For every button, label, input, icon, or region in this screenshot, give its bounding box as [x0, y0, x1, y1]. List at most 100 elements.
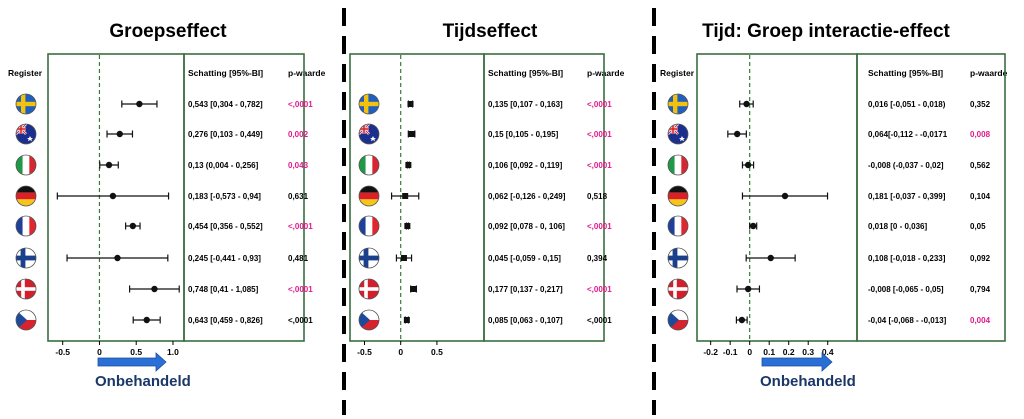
sweden-flag-icon [15, 93, 37, 115]
germany-flag-icon [667, 185, 689, 207]
table-frame [183, 53, 305, 342]
point-estimate [116, 130, 123, 138]
p-value-text: 0,481 [288, 254, 309, 263]
finland-flag-icon [358, 247, 380, 269]
x-tick-label: 0.4 [822, 347, 834, 357]
denmark-flag-icon [358, 278, 380, 300]
sweden-flag-icon [667, 93, 689, 115]
czech-republic-flag-icon [358, 309, 380, 331]
estimate-text: 0,748 [0,41 - 1,085] [188, 285, 259, 294]
estimate-text: -0,008 (-0,037 - 0,02] [868, 161, 944, 170]
point-estimate [136, 100, 143, 108]
p-value-text: <,0001 [288, 100, 313, 109]
x-tick-label: -0.1 [723, 347, 738, 357]
plot-frame [696, 53, 858, 342]
finland-flag-icon [667, 247, 689, 269]
p-value-text: <,0001 [587, 222, 612, 231]
p-value-text: <,0001 [587, 161, 612, 170]
france-flag-icon [15, 215, 37, 237]
p-value-text: 0,352 [970, 100, 991, 109]
p-value-text: <,0001 [587, 316, 612, 325]
panel-title: Tijd: Groep interactie-effect [702, 21, 950, 42]
estimate-text: 0,062 [-0,126 - 0,249] [488, 192, 566, 201]
p-value-text: <,0001 [288, 222, 313, 231]
point-estimate [407, 101, 414, 107]
italy-flag-icon [15, 154, 37, 176]
estimate-text: 0,016 [-0,051 - 0,018) [868, 100, 946, 109]
x-tick-label: 0.2 [783, 347, 795, 357]
finland-flag-icon [15, 247, 37, 269]
p-value-text: <,0001 [587, 130, 612, 139]
estimate-text: 0,135 [0,107 - 0,163] [488, 100, 563, 109]
panel-dividers [342, 8, 656, 415]
estimate-text: 0,092 [0,078 - 0, 106] [488, 222, 565, 231]
estimate-text: 0,064[-0,112 - -0,0171 [868, 130, 948, 139]
plot-frame [47, 53, 185, 342]
panel-title: Groepseffect [109, 21, 227, 42]
point-estimate [403, 317, 410, 323]
estimate-text: 0,276 [0,103 - 0,449] [188, 130, 263, 139]
point-estimate [405, 162, 412, 168]
p-value-text: 0,092 [970, 254, 991, 263]
register-header: Register [660, 68, 695, 78]
germany-flag-icon [358, 185, 380, 207]
p-value-text: 0,518 [587, 192, 608, 201]
estimate-header: Schatting [95%-BI] [188, 68, 263, 78]
point-estimate [408, 131, 415, 137]
point-estimate [143, 316, 150, 324]
estimate-text: 0,106 [0,092 - 0,119] [488, 161, 563, 170]
estimate-text: 0,183 [-0,573 - 0,94] [188, 192, 261, 201]
arrow-label: Onbehandeld [760, 373, 856, 390]
p-value-text: 0,394 [587, 254, 608, 263]
australia-flag-icon [667, 123, 689, 145]
x-tick-label: 0.5 [130, 347, 142, 357]
x-tick-label: 0.5 [431, 347, 443, 357]
estimate-text: 0,018 [0 - 0,036] [868, 222, 927, 231]
x-tick-label: -0.2 [703, 347, 718, 357]
point-estimate [743, 100, 750, 108]
germany-flag-icon [15, 185, 37, 207]
point-estimate [781, 192, 789, 200]
estimate-header: Schatting [95%-BI] [488, 68, 563, 78]
x-tick-label: -0.5 [55, 347, 70, 357]
x-tick-label: 0.1 [763, 347, 775, 357]
arrow-label: Onbehandeld [95, 373, 191, 390]
p-value-text: <,0001 [288, 316, 313, 325]
point-estimate [410, 286, 417, 292]
australia-flag-icon [358, 123, 380, 145]
estimate-text: 0,177 [0,137 - 0,217] [488, 285, 563, 294]
p-value-text: 0,794 [970, 285, 991, 294]
estimate-text: 0,643 [0,459 - 0,826] [188, 316, 263, 325]
point-estimate [400, 255, 407, 261]
czech-republic-flag-icon [667, 309, 689, 331]
point-estimate [749, 222, 757, 230]
point-estimate [767, 254, 774, 262]
p-value-text: 0,05 [970, 222, 986, 231]
p-value-header: p-waarde [587, 68, 625, 78]
p-value-text: 0,631 [288, 192, 309, 201]
estimate-text: -0,04 [-0,068 - -0,013] [868, 316, 947, 325]
p-value-text: <,0001 [587, 285, 612, 294]
x-tick-label: 1.0 [167, 347, 179, 357]
italy-flag-icon [358, 154, 380, 176]
point-estimate [744, 285, 752, 293]
p-value-header: p-waarde [970, 68, 1008, 78]
p-value-text: 0,104 [970, 192, 991, 201]
czech-republic-flag-icon [15, 309, 37, 331]
p-value-text: <,0001 [587, 100, 612, 109]
estimate-text: 0,245 [-0,441 - 0,93] [188, 254, 261, 263]
x-tick-label: 0 [398, 347, 403, 357]
point-estimate [733, 130, 741, 138]
x-tick-label: 0 [747, 347, 752, 357]
direction-arrow [761, 352, 833, 372]
p-value-text: 0,002 [288, 130, 309, 139]
p-value-text: <,0001 [288, 285, 313, 294]
point-estimate [129, 222, 137, 230]
estimate-text: 0,181 [-0,037 - 0,399] [868, 192, 946, 201]
point-estimate [105, 161, 113, 169]
estimate-text: 0,108 [-0,018 - 0,233] [868, 254, 946, 263]
sweden-flag-icon [358, 93, 380, 115]
estimate-header: Schatting [95%-BI] [868, 68, 943, 78]
estimate-text: 0,454 [0,356 - 0,552] [188, 222, 263, 231]
